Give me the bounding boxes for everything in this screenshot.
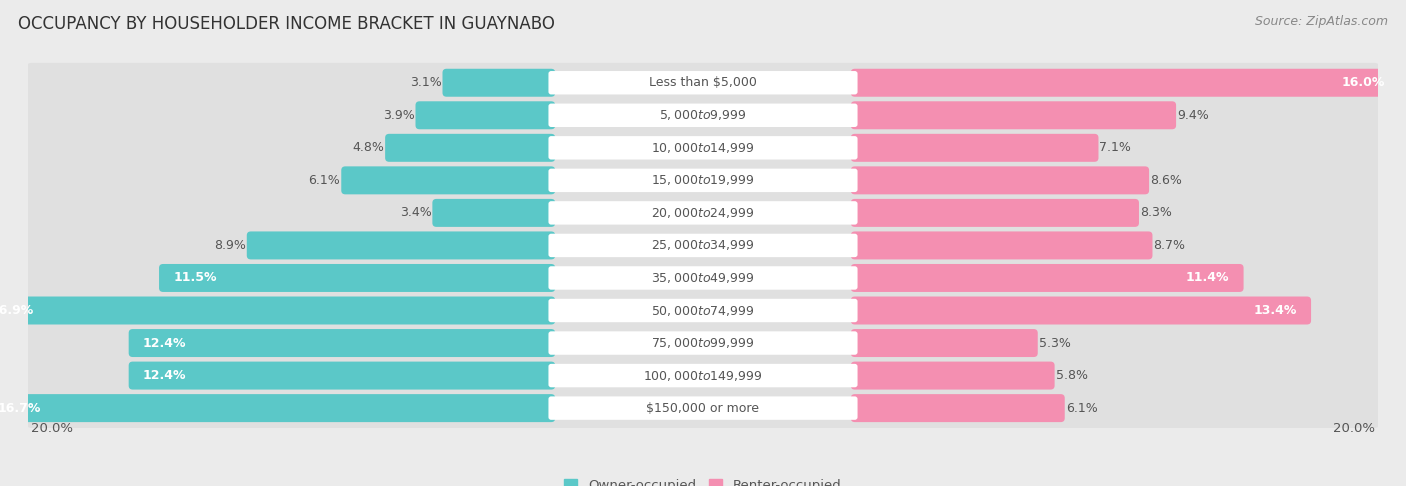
FancyBboxPatch shape [851,101,1175,129]
FancyBboxPatch shape [342,166,555,194]
FancyBboxPatch shape [851,329,1038,357]
Text: 8.6%: 8.6% [1150,174,1182,187]
FancyBboxPatch shape [27,63,1379,103]
FancyBboxPatch shape [851,264,1243,292]
Text: 16.7%: 16.7% [0,401,41,415]
FancyBboxPatch shape [247,231,555,260]
FancyBboxPatch shape [27,193,1379,233]
FancyBboxPatch shape [851,166,1149,194]
FancyBboxPatch shape [129,362,555,390]
Text: $100,000 to $149,999: $100,000 to $149,999 [644,368,762,382]
Text: 20.0%: 20.0% [1333,422,1375,435]
Text: $35,000 to $49,999: $35,000 to $49,999 [651,271,755,285]
Text: 9.4%: 9.4% [1177,109,1209,122]
Text: 8.9%: 8.9% [214,239,246,252]
Text: 11.5%: 11.5% [173,272,217,284]
Text: 4.8%: 4.8% [353,141,384,155]
Text: 13.4%: 13.4% [1254,304,1296,317]
FancyBboxPatch shape [385,134,555,162]
FancyBboxPatch shape [548,331,858,355]
FancyBboxPatch shape [851,296,1310,325]
Text: $50,000 to $74,999: $50,000 to $74,999 [651,303,755,317]
FancyBboxPatch shape [548,136,858,159]
FancyBboxPatch shape [851,199,1139,227]
Text: 16.0%: 16.0% [1341,76,1385,89]
Text: $20,000 to $24,999: $20,000 to $24,999 [651,206,755,220]
FancyBboxPatch shape [548,104,858,127]
Text: 12.4%: 12.4% [143,336,187,349]
Text: 20.0%: 20.0% [31,422,73,435]
Text: 8.7%: 8.7% [1153,239,1185,252]
Text: $150,000 or more: $150,000 or more [647,401,759,415]
FancyBboxPatch shape [851,394,1064,422]
FancyBboxPatch shape [129,329,555,357]
FancyBboxPatch shape [548,234,858,257]
Text: 3.9%: 3.9% [382,109,415,122]
Text: 3.1%: 3.1% [409,76,441,89]
FancyBboxPatch shape [548,169,858,192]
FancyBboxPatch shape [159,264,555,292]
FancyBboxPatch shape [548,71,858,94]
Text: 5.3%: 5.3% [1039,336,1070,349]
Text: 6.1%: 6.1% [308,174,340,187]
Text: Less than $5,000: Less than $5,000 [650,76,756,89]
FancyBboxPatch shape [0,296,555,325]
FancyBboxPatch shape [443,69,555,97]
FancyBboxPatch shape [548,299,858,322]
FancyBboxPatch shape [27,160,1379,200]
Text: $10,000 to $14,999: $10,000 to $14,999 [651,141,755,155]
Text: Source: ZipAtlas.com: Source: ZipAtlas.com [1254,15,1388,28]
FancyBboxPatch shape [851,362,1054,390]
FancyBboxPatch shape [27,258,1379,298]
FancyBboxPatch shape [27,356,1379,396]
FancyBboxPatch shape [27,128,1379,168]
Text: 7.1%: 7.1% [1099,141,1132,155]
FancyBboxPatch shape [27,95,1379,135]
Text: 8.3%: 8.3% [1140,207,1171,219]
FancyBboxPatch shape [851,231,1153,260]
FancyBboxPatch shape [0,394,555,422]
FancyBboxPatch shape [851,134,1098,162]
Text: $5,000 to $9,999: $5,000 to $9,999 [659,108,747,122]
FancyBboxPatch shape [27,323,1379,363]
Legend: Owner-occupied, Renter-occupied: Owner-occupied, Renter-occupied [564,479,842,486]
Text: $25,000 to $34,999: $25,000 to $34,999 [651,239,755,252]
Text: 6.1%: 6.1% [1066,401,1098,415]
FancyBboxPatch shape [27,291,1379,330]
FancyBboxPatch shape [548,397,858,420]
FancyBboxPatch shape [548,266,858,290]
Text: 12.4%: 12.4% [143,369,187,382]
Text: 16.9%: 16.9% [0,304,34,317]
Text: $15,000 to $19,999: $15,000 to $19,999 [651,174,755,188]
Text: 11.4%: 11.4% [1185,272,1229,284]
FancyBboxPatch shape [851,69,1399,97]
FancyBboxPatch shape [27,226,1379,265]
FancyBboxPatch shape [548,201,858,225]
FancyBboxPatch shape [433,199,555,227]
Text: 5.8%: 5.8% [1056,369,1088,382]
Text: $75,000 to $99,999: $75,000 to $99,999 [651,336,755,350]
Text: OCCUPANCY BY HOUSEHOLDER INCOME BRACKET IN GUAYNABO: OCCUPANCY BY HOUSEHOLDER INCOME BRACKET … [18,15,555,33]
FancyBboxPatch shape [416,101,555,129]
Text: 3.4%: 3.4% [399,207,432,219]
FancyBboxPatch shape [548,364,858,387]
FancyBboxPatch shape [27,388,1379,428]
